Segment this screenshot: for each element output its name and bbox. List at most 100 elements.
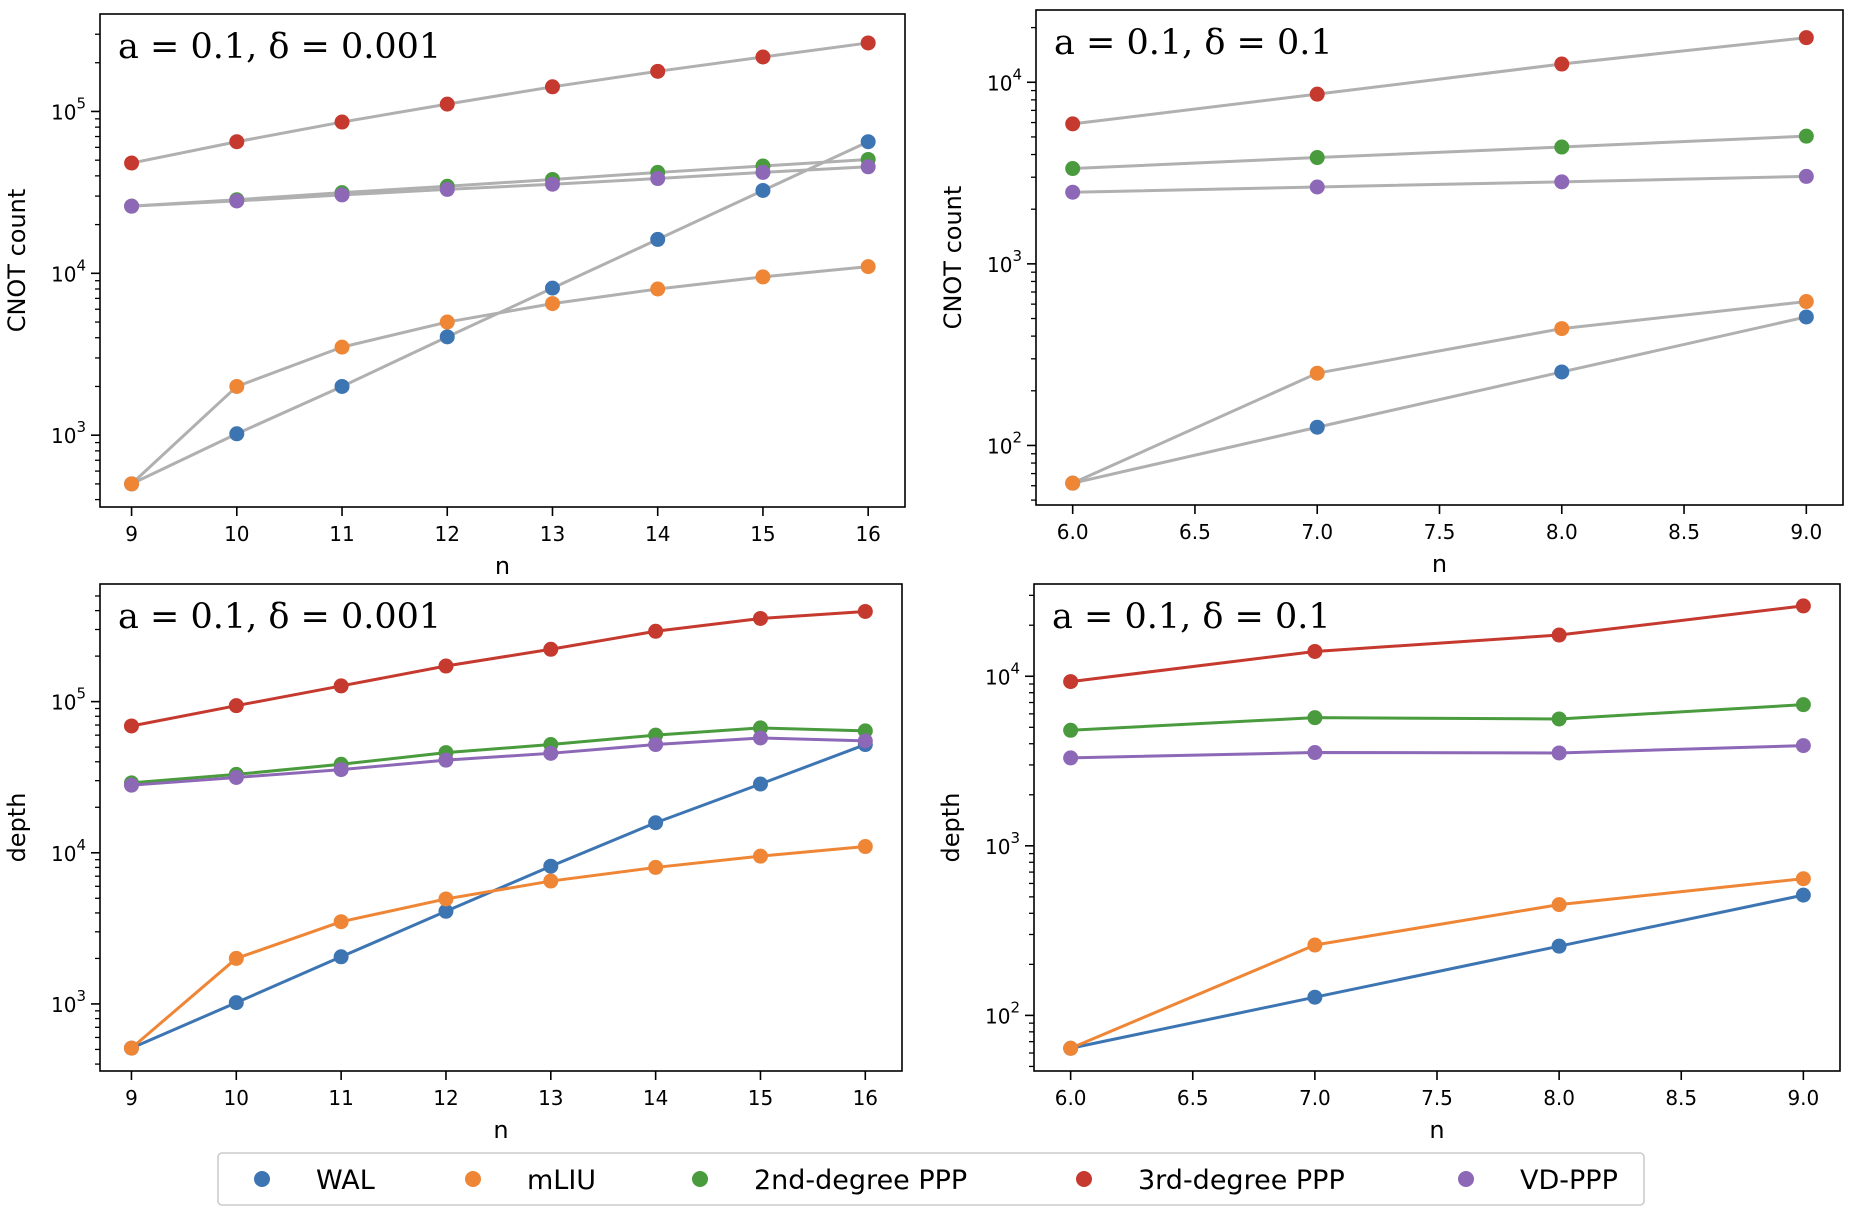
y-tick-base: 10: [987, 253, 1012, 277]
x-tick-label: 7.0: [1299, 1086, 1331, 1110]
data-point-wal: [755, 182, 771, 198]
x-tick-label: 7.5: [1421, 1086, 1453, 1110]
y-tick-base: 10: [985, 835, 1010, 859]
data-point-3rd-degree-ppp: [755, 49, 771, 65]
y-tick-label: 104: [987, 65, 1022, 95]
data-point-mliu: [752, 848, 768, 864]
data-point-3rd-degree-ppp: [228, 698, 244, 714]
data-point-3rd-degree-ppp: [752, 610, 768, 626]
legend-entry-2nd-degree-ppp: 2nd-degree PPP: [692, 1165, 967, 1196]
data-point-mliu: [1309, 365, 1325, 381]
y-tick-base: 10: [985, 665, 1010, 689]
data-point-mliu: [755, 269, 771, 285]
data-point-mliu: [1065, 475, 1081, 491]
legend-entry-3rd-degree-ppp: 3rd-degree PPP: [1076, 1165, 1345, 1196]
data-point-wal: [543, 858, 559, 874]
y-tick-base: 10: [51, 100, 76, 124]
x-axis-title: n: [495, 552, 510, 580]
x-tick-label: 13: [538, 1086, 563, 1110]
legend-label: WAL: [316, 1165, 375, 1196]
series-line-vd-ppp: [1070, 744, 1804, 760]
y-minor-ticks: [1031, 26, 1036, 501]
legend-label: VD-PPP: [1520, 1165, 1618, 1196]
data-point-wal: [439, 329, 455, 345]
y-minor-ticks: [95, 33, 100, 501]
data-point-vd-ppp: [1063, 750, 1079, 766]
data-point-vd-ppp: [648, 737, 664, 753]
series-line-mliu: [1072, 300, 1807, 485]
data-point-vd-ppp: [333, 762, 349, 778]
data-point-mliu: [229, 378, 245, 394]
data-point-mliu: [1795, 871, 1811, 887]
y-axis-title: CNOT count: [939, 186, 967, 330]
data-point-3rd-degree-ppp: [648, 623, 664, 639]
y-tick-base: 10: [987, 434, 1012, 458]
x-axis-title: n: [1429, 1116, 1444, 1144]
data-point-mliu: [123, 1040, 139, 1056]
data-point-wal: [1551, 938, 1567, 954]
data-point-mliu: [228, 950, 244, 966]
x-tick-label: 7.5: [1424, 520, 1456, 544]
x-tick-label: 6.0: [1057, 520, 1089, 544]
x-tick-label: 11: [328, 1086, 353, 1110]
series-line-3rd-degree-ppp: [131, 609, 866, 728]
data-point-vd-ppp: [860, 159, 876, 175]
data-point-3rd-degree-ppp: [857, 603, 873, 619]
data-point-vd-ppp: [857, 733, 873, 749]
data-point-vd-ppp: [650, 171, 666, 187]
x-axis-title: n: [1432, 550, 1447, 578]
data-point-mliu: [1798, 294, 1814, 310]
data-point-2nd-degree-ppp: [1309, 150, 1325, 166]
data-point-3rd-degree-ppp: [1551, 627, 1567, 643]
data-point-wal: [438, 903, 454, 919]
x-tick-label: 15: [750, 522, 775, 546]
data-point-2nd-degree-ppp: [1551, 711, 1567, 727]
y-tick-base: 10: [51, 424, 76, 448]
y-tick-exponent: 3: [1012, 247, 1022, 265]
data-point-vd-ppp: [1551, 745, 1567, 761]
data-point-vd-ppp: [123, 777, 139, 793]
data-point-vd-ppp: [752, 730, 768, 746]
x-tick-label: 9: [125, 522, 138, 546]
data-point-vd-ppp: [544, 176, 560, 192]
data-point-mliu: [124, 476, 140, 492]
series-lines: [1072, 36, 1807, 485]
data-point-mliu: [860, 259, 876, 275]
data-point-2nd-degree-ppp: [1307, 710, 1323, 726]
series-line-mliu: [130, 265, 869, 486]
data-point-3rd-degree-ppp: [1065, 116, 1081, 132]
x-tick-label: 7.0: [1301, 520, 1333, 544]
data-point-3rd-degree-ppp: [1309, 86, 1325, 102]
data-point-2nd-degree-ppp: [1554, 139, 1570, 155]
data-point-vd-ppp: [1307, 745, 1323, 761]
y-tick-exponent: 3: [1010, 829, 1020, 847]
data-point-wal: [648, 815, 664, 831]
x-tick-label: 13: [540, 522, 565, 546]
series-points: [1063, 598, 1811, 1056]
data-point-wal: [228, 995, 244, 1011]
data-point-3rd-degree-ppp: [439, 96, 455, 112]
legend-label: 2nd-degree PPP: [754, 1165, 967, 1196]
legend-entry-wal: WAL: [254, 1165, 375, 1196]
data-point-wal: [1798, 309, 1814, 325]
data-point-mliu: [544, 296, 560, 312]
data-point-vd-ppp: [1309, 179, 1325, 195]
x-tick-label: 14: [645, 522, 670, 546]
data-point-2nd-degree-ppp: [1065, 161, 1081, 177]
y-tick-label: 103: [985, 829, 1020, 859]
x-ticks: 6.0 6.5 7.0 7.5 8.0 8.5 9.0: [1057, 505, 1822, 544]
data-point-3rd-degree-ppp: [1307, 643, 1323, 659]
panel-title: a = 0.1, δ = 0.1: [1054, 23, 1333, 63]
series-line-mliu: [1070, 877, 1804, 1050]
y-axis-title: CNOT count: [3, 189, 31, 333]
data-point-vd-ppp: [543, 745, 559, 761]
data-point-mliu: [1554, 321, 1570, 337]
data-point-vd-ppp: [229, 193, 245, 209]
y-tick-base: 10: [51, 262, 76, 286]
series-line-vd-ppp: [1072, 174, 1807, 194]
series-line-2nd-degree-ppp: [1070, 703, 1804, 732]
